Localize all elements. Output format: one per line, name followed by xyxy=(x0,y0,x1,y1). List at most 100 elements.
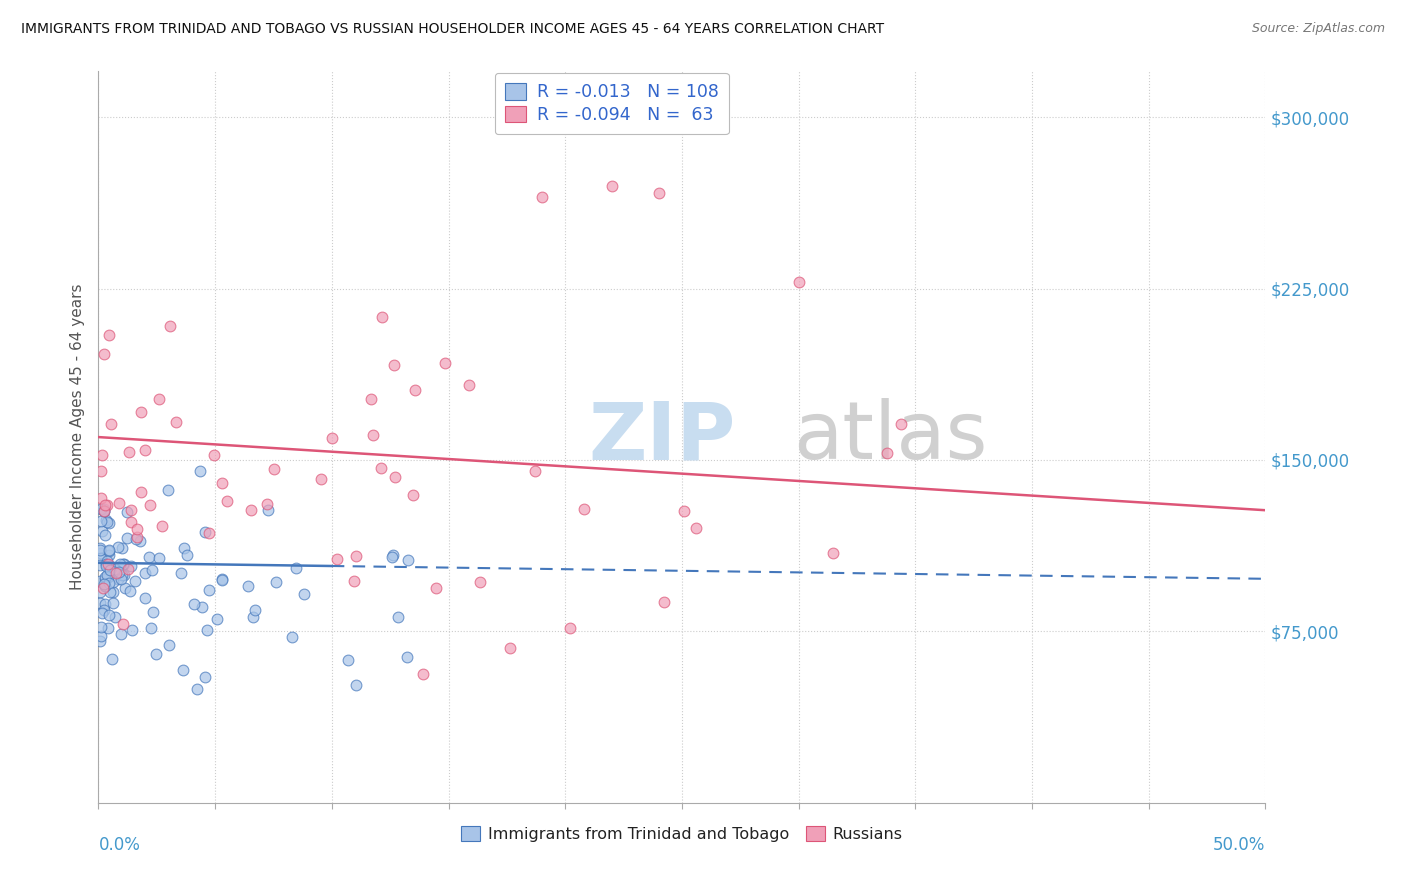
Point xyxy=(98,543,121,558)
Point xyxy=(90,514,112,528)
Point xyxy=(127,522,149,536)
Point xyxy=(111,557,134,571)
Point xyxy=(115,505,138,519)
Point xyxy=(361,428,384,442)
Point xyxy=(90,620,112,634)
Point xyxy=(94,513,117,527)
Text: 0.0%: 0.0% xyxy=(98,836,141,854)
Text: 50.0%: 50.0% xyxy=(1213,836,1265,854)
Point xyxy=(101,574,124,589)
Point xyxy=(370,461,392,475)
Point xyxy=(104,566,127,580)
Point xyxy=(412,667,434,681)
Point xyxy=(371,310,394,324)
Point xyxy=(134,442,156,457)
Point xyxy=(530,190,553,204)
Point xyxy=(157,483,180,497)
Point xyxy=(96,554,118,568)
Point xyxy=(256,496,278,510)
Point xyxy=(89,543,111,558)
Point xyxy=(118,445,141,459)
Point xyxy=(90,448,112,462)
Point xyxy=(94,498,117,512)
Point xyxy=(148,392,170,407)
Point xyxy=(108,565,131,579)
Point xyxy=(100,417,122,431)
Point xyxy=(360,392,382,406)
Point xyxy=(89,585,111,599)
Point xyxy=(101,652,124,666)
Point xyxy=(93,504,115,518)
Point xyxy=(191,600,214,615)
Point xyxy=(93,504,115,518)
Point xyxy=(89,596,111,610)
Point xyxy=(90,502,112,516)
Point xyxy=(141,563,163,577)
Text: ZIP: ZIP xyxy=(589,398,735,476)
Point xyxy=(142,605,165,619)
Point xyxy=(129,484,152,499)
Point xyxy=(89,541,111,555)
Point xyxy=(198,583,221,598)
Point xyxy=(433,355,456,369)
Point xyxy=(647,186,669,200)
Point xyxy=(129,405,152,419)
Point xyxy=(90,628,112,642)
Point xyxy=(211,475,233,490)
Point xyxy=(93,570,115,584)
Point xyxy=(108,496,131,510)
Point xyxy=(118,584,141,599)
Point xyxy=(114,582,136,596)
Point xyxy=(560,621,582,635)
Point xyxy=(100,559,122,574)
Point xyxy=(139,498,162,512)
Point xyxy=(97,576,120,591)
Point xyxy=(91,581,114,595)
Point xyxy=(343,574,366,588)
Point xyxy=(120,503,142,517)
Point xyxy=(672,504,695,518)
Point xyxy=(110,627,132,641)
Point xyxy=(186,681,208,696)
Point xyxy=(108,557,131,571)
Point xyxy=(96,568,118,582)
Point xyxy=(685,521,707,535)
Point xyxy=(600,178,623,193)
Point xyxy=(148,550,170,565)
Point xyxy=(215,494,238,508)
Point xyxy=(90,550,112,565)
Point xyxy=(97,570,120,584)
Point xyxy=(194,524,217,539)
Point xyxy=(134,566,156,581)
Point xyxy=(425,581,447,595)
Point xyxy=(336,653,359,667)
Point xyxy=(284,561,307,575)
Point xyxy=(263,462,285,476)
Point xyxy=(97,548,120,562)
Point xyxy=(104,609,127,624)
Point xyxy=(89,558,111,572)
Point xyxy=(104,562,127,576)
Point xyxy=(124,574,146,588)
Point xyxy=(326,552,349,566)
Point xyxy=(139,621,162,635)
Point xyxy=(396,552,419,566)
Point xyxy=(170,566,193,580)
Point xyxy=(382,358,405,372)
Point xyxy=(120,515,142,529)
Point xyxy=(202,448,225,462)
Point xyxy=(98,516,121,530)
Point xyxy=(125,530,148,544)
Point xyxy=(402,488,425,502)
Point xyxy=(159,318,181,333)
Point xyxy=(121,623,143,637)
Point xyxy=(890,417,912,431)
Point xyxy=(89,574,111,589)
Point xyxy=(93,502,115,516)
Point xyxy=(120,558,142,573)
Point xyxy=(321,431,343,445)
Point xyxy=(404,383,426,397)
Point xyxy=(103,596,125,610)
Point xyxy=(94,559,117,574)
Point xyxy=(112,567,135,582)
